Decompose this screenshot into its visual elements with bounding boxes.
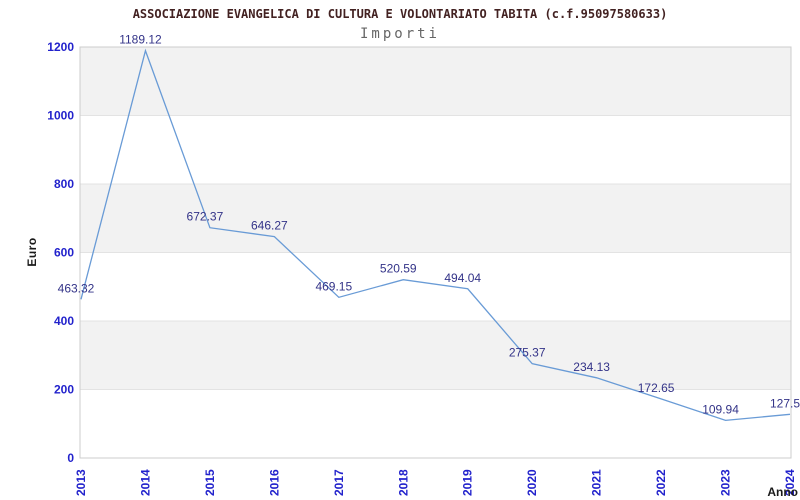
x-tick-label: 2018 (396, 469, 410, 496)
x-tick-label: 2015 (203, 469, 217, 496)
plot-band (80, 389, 791, 458)
data-point-label: 1189.12 (119, 33, 162, 47)
data-point-label: 234.13 (573, 360, 610, 374)
data-point-label: 172.65 (638, 381, 675, 395)
y-tick-label: 1200 (47, 40, 74, 54)
x-tick-label: 2024 (783, 469, 797, 496)
plot-band (80, 115, 791, 184)
x-axis-title: Anno (767, 485, 798, 499)
plot-border (79, 46, 792, 459)
y-tick-label: 0 (67, 451, 74, 465)
x-tick-label: 2017 (332, 469, 346, 496)
data-point-label: 494.04 (444, 271, 481, 285)
y-tick-label: 1000 (47, 109, 74, 123)
x-tick-label: 2016 (267, 469, 281, 496)
x-tick-label: 2021 (590, 469, 604, 496)
plot-band (80, 47, 791, 116)
data-point-label: 127.5 (770, 396, 800, 410)
plot-band (80, 252, 791, 321)
y-tick-label: 800 (54, 177, 74, 191)
data-point-label: 646.27 (251, 219, 288, 233)
data-point-label: 672.37 (187, 210, 224, 224)
x-tick-label: 2022 (654, 469, 668, 496)
x-tick-label: 2019 (461, 469, 475, 496)
x-tick-label: 2014 (138, 469, 152, 496)
x-tick-label: 2023 (719, 469, 733, 496)
data-line (80, 48, 791, 422)
data-point-label: 275.37 (509, 346, 546, 360)
data-point-label: 109.94 (702, 402, 739, 416)
data-point-label: 520.59 (380, 262, 417, 276)
x-tick-label: 2013 (74, 469, 88, 496)
chart-subtitle: Importi (359, 26, 440, 42)
y-tick-label: 400 (54, 314, 74, 328)
data-point-label: 469.15 (315, 279, 352, 293)
x-tick-label: 2020 (525, 469, 539, 496)
data-point-label: 463.32 (58, 281, 95, 295)
plot-band (80, 321, 791, 390)
chart-title: ASSOCIAZIONE EVANGELICA DI CULTURA E VOL… (132, 7, 668, 21)
y-tick-label: 200 (54, 383, 74, 397)
y-tick-label: 600 (54, 246, 74, 260)
